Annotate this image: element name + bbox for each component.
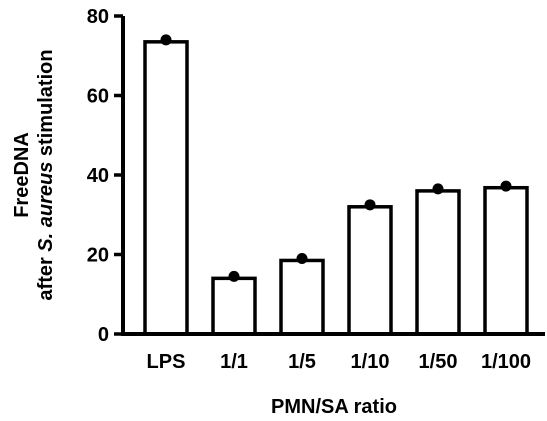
data-point-2 xyxy=(296,252,308,264)
y-tick-label-3: 60 xyxy=(87,86,109,108)
y-axis-title-line1: FreeDNA xyxy=(11,132,33,218)
x-axis-title: PMN/SA ratio xyxy=(271,396,397,418)
data-point-3 xyxy=(364,199,376,211)
x-tick-label-5: 1/100 xyxy=(481,351,531,373)
x-tick-label-4: 1/50 xyxy=(419,351,458,373)
bar-5 xyxy=(483,185,529,336)
bar-0 xyxy=(143,40,189,336)
data-point-1 xyxy=(228,270,240,282)
x-tick-label-1: 1/1 xyxy=(220,351,248,373)
x-tick-label-0: LPS xyxy=(147,351,186,373)
bar-1 xyxy=(211,276,257,336)
data-point-4 xyxy=(432,183,444,195)
x-tick-label-2: 1/5 xyxy=(288,351,316,373)
data-point-5 xyxy=(500,180,512,192)
y-axis-title-line2: after S. aureus stimulation xyxy=(35,49,57,300)
y-axis-title-pre: after xyxy=(35,252,57,301)
bar-2 xyxy=(279,258,325,336)
x-tick-label-3: 1/10 xyxy=(351,351,390,373)
bar-3 xyxy=(347,205,393,336)
y-axis-title-species: S. aureus xyxy=(35,162,57,252)
y-tick-label-1: 20 xyxy=(87,245,109,267)
y-tick-label-2: 40 xyxy=(87,165,109,187)
bar-4 xyxy=(415,189,461,336)
y-tick-label-4: 80 xyxy=(87,6,109,28)
y-tick-label-0: 0 xyxy=(98,324,109,346)
y-axis-title-post: stimulation xyxy=(35,49,57,161)
data-point-0 xyxy=(160,34,172,46)
